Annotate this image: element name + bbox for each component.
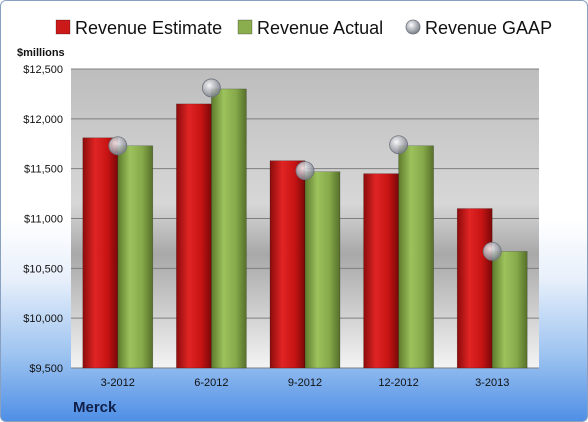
legend: Revenue Estimate Revenue Actual Revenue GA… xyxy=(55,18,552,38)
x-tick-label: 6-2012 xyxy=(194,377,228,389)
legend-label-revenue-estimate: Revenue Estimate xyxy=(75,18,222,38)
y-axis-unit-label: $millions xyxy=(17,47,65,59)
legend-swatch-revenue-actual xyxy=(237,19,253,35)
bar-revenue-actual-3-2013 xyxy=(491,251,528,369)
bar-revenue-estimate-12-2012 xyxy=(363,173,399,369)
marker-revenue-gaap-9-2012 xyxy=(295,161,315,181)
legend-label-revenue-gaap: Revenue GAAP xyxy=(425,18,552,38)
legend-label-revenue-actual: Revenue Actual xyxy=(257,18,383,38)
bar-revenue-estimate-3-2013 xyxy=(456,208,493,369)
marker-revenue-gaap-3-2013 xyxy=(482,241,502,261)
bar-revenue-estimate-9-2012 xyxy=(269,160,306,369)
y-axis-ticks: $9,500 $10,000 $10,500 $11,000 $11,500 $12,00… xyxy=(23,64,63,375)
x-axis-ticks: 3-2012 6-2012 9-2012 12-2012 3-2013 xyxy=(101,377,510,389)
bar-revenue-actual-9-2012 xyxy=(304,171,341,369)
y-tick-label: $10,500 xyxy=(23,263,63,275)
bar-revenue-estimate-3-2012 xyxy=(82,137,119,369)
marker-revenue-gaap-12-2012 xyxy=(389,135,409,155)
marker-revenue-gaap-6-2012 xyxy=(201,78,221,98)
y-tick-label: $11,000 xyxy=(24,214,63,226)
legend-swatch-revenue-estimate xyxy=(55,19,71,35)
x-tick-label: 12-2012 xyxy=(378,377,418,389)
y-tick-label: $9,500 xyxy=(29,363,63,375)
bar-revenue-actual-3-2012 xyxy=(117,145,154,369)
x-tick-label: 3-2013 xyxy=(475,377,509,389)
x-tick-label: 3-2012 xyxy=(101,377,135,389)
y-tick-label: $12,000 xyxy=(23,114,63,126)
bars xyxy=(82,88,528,369)
company-label: Merck xyxy=(73,399,117,416)
x-tick-label: 9-2012 xyxy=(288,377,322,389)
gaap-markers xyxy=(108,78,502,261)
y-tick-label: $12,500 xyxy=(23,64,63,76)
y-tick-label: $10,000 xyxy=(23,313,63,325)
marker-revenue-gaap-3-2012 xyxy=(108,136,128,156)
legend-swatch-revenue-gaap xyxy=(405,19,421,35)
bar-revenue-estimate-6-2012 xyxy=(176,103,212,369)
bar-revenue-actual-12-2012 xyxy=(398,145,434,369)
bar-revenue-actual-6-2012 xyxy=(211,88,247,369)
y-tick-label: $11,500 xyxy=(24,164,63,176)
